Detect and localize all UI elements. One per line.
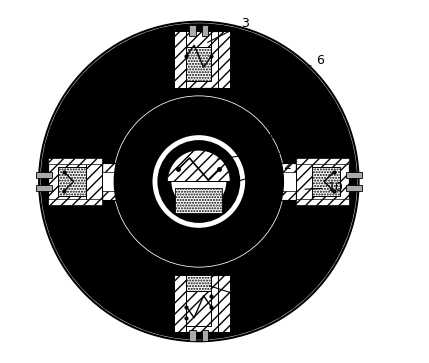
Text: 6: 6 [292,54,324,75]
Circle shape [77,59,321,304]
Bar [296,199,349,205]
Bar [102,163,296,200]
Text: 10: 10 [305,181,343,194]
Text: 8: 8 [202,117,276,141]
Text: 3: 3 [208,17,249,42]
Bar [190,330,196,341]
Bar [174,276,186,332]
Circle shape [53,36,344,327]
Polygon shape [167,150,230,182]
Bar [346,185,362,191]
Bar [48,199,102,205]
Circle shape [133,116,265,247]
Bar [36,185,51,191]
Bar [311,167,340,196]
Bar [36,172,51,178]
Bar [48,158,102,164]
Bar [218,31,230,87]
Circle shape [39,22,359,341]
Bar [186,276,211,291]
Circle shape [164,147,233,216]
Circle shape [39,22,359,341]
Bar [186,291,211,326]
Text: 1: 1 [230,44,266,70]
Bar [174,276,224,332]
Text: 4: 4 [283,134,324,155]
Bar [186,31,211,47]
Bar [190,25,196,36]
Bar [186,47,211,81]
Bar [48,158,102,205]
Bar [202,25,208,36]
Bar [86,158,102,205]
Bar [174,31,186,87]
Text: 2: 2 [230,159,291,184]
Bar [296,158,311,205]
Text: 5: 5 [217,144,285,159]
Bar [346,172,362,178]
Bar [218,276,230,332]
Bar [296,158,349,205]
Bar [174,31,224,87]
Bar [102,172,296,191]
Bar [202,330,208,341]
Text: 9: 9 [209,286,254,305]
Bar [296,158,349,164]
Bar [58,167,86,196]
Bar [175,188,222,213]
